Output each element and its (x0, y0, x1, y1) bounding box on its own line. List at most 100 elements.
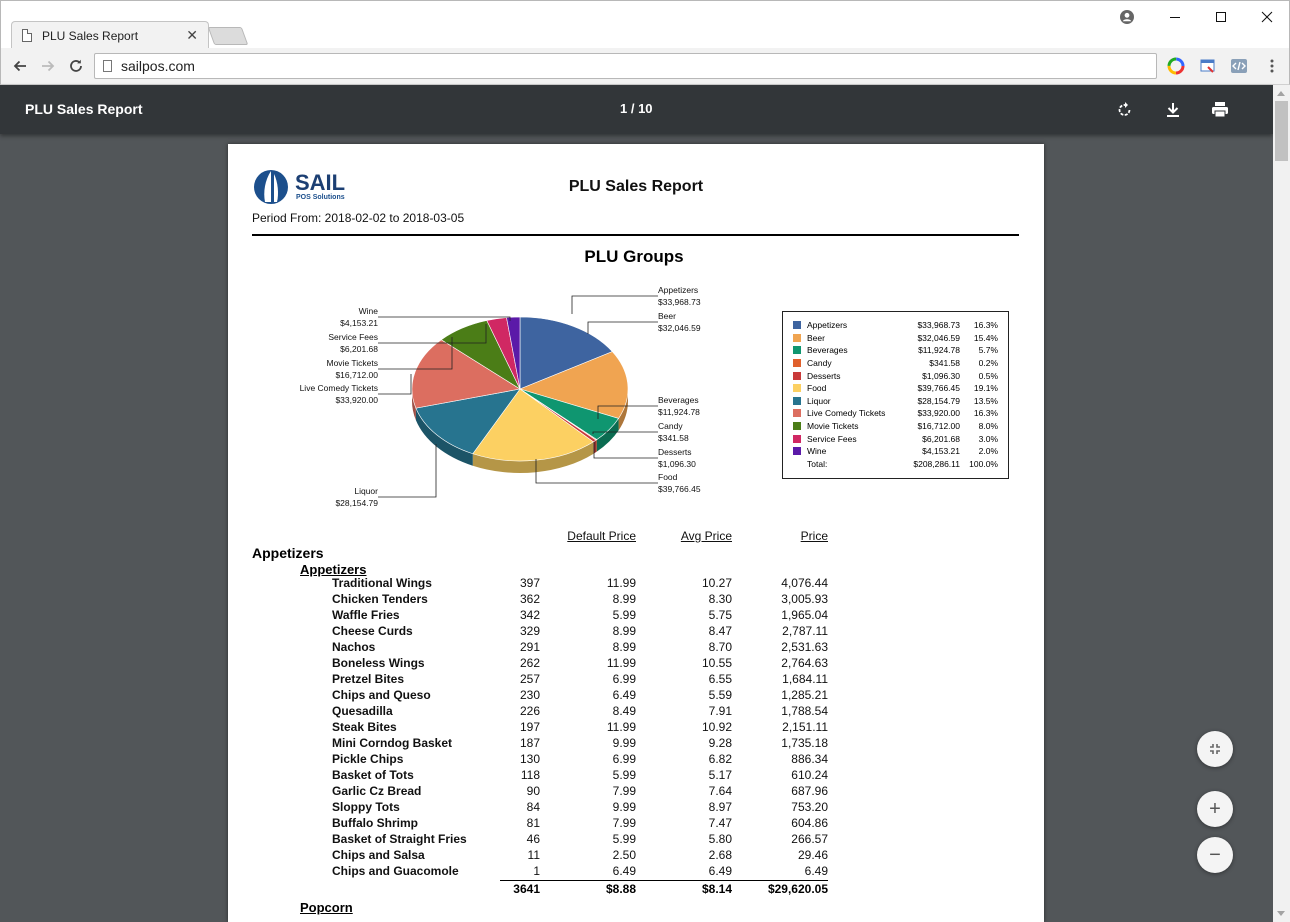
callout-name: Candy (658, 421, 683, 431)
code-extension-icon[interactable] (1230, 57, 1248, 75)
item-name: Chicken Tenders (332, 592, 428, 606)
callout-label-beer: Beer $32,046.59 (658, 310, 701, 334)
item-default-price: 11.99 (606, 656, 636, 670)
item-qty: 342 (519, 608, 540, 622)
minimize-icon[interactable] (1165, 7, 1185, 27)
back-arrow-icon[interactable] (9, 55, 31, 77)
subgroup-title: Appetizers (300, 562, 367, 577)
pdf-title: PLU Sales Report (25, 101, 143, 117)
legend-item: Live Comedy Tickets $33,920.00 16.3% (793, 407, 998, 420)
callout-label-desserts: Desserts $1,096.30 (658, 446, 696, 470)
total-avg-price: $8.14 (701, 882, 732, 896)
item-default-price: 7.99 (612, 816, 636, 830)
item-avg-price: 8.47 (708, 624, 732, 638)
table-row: Chips and Salsa 11 2.50 2.68 29.46 (228, 848, 1044, 864)
callout-value: $341.58 (658, 433, 689, 443)
item-price: 2,764.63 (781, 656, 828, 670)
item-avg-price: 8.70 (708, 640, 732, 654)
menu-kebab-icon[interactable] (1263, 57, 1281, 75)
legend-percent: 15.4% (973, 332, 998, 343)
item-default-price: 8.99 (612, 592, 636, 606)
callout-value: $39,766.45 (658, 484, 701, 494)
callout-label-appetizers: Appetizers $33,968.73 (658, 284, 701, 308)
item-default-price: 6.49 (612, 688, 636, 702)
page-indicator[interactable]: 1 / 10 (620, 101, 653, 116)
item-price: 886.34 (791, 752, 828, 766)
legend-amount: $33,920.00 (917, 408, 960, 419)
item-avg-price: 7.64 (708, 784, 732, 798)
rotate-icon[interactable] (1114, 99, 1136, 121)
item-price: 3,005.93 (781, 592, 828, 606)
item-name: Nachos (332, 640, 376, 654)
vertical-scrollbar[interactable] (1273, 85, 1290, 922)
item-price: 610.24 (791, 768, 828, 782)
maximize-icon[interactable] (1211, 7, 1231, 27)
close-icon[interactable] (1257, 7, 1277, 27)
item-name: Pretzel Bites (332, 672, 405, 686)
scroll-up-icon[interactable] (1277, 91, 1285, 96)
legend-swatch (793, 371, 801, 380)
browser-tab[interactable]: PLU Sales Report ✕ (11, 21, 209, 49)
item-name: Quesadilla (332, 704, 393, 718)
item-qty: 90 (526, 784, 540, 798)
callout-name: Desserts (658, 447, 692, 457)
new-tab-button[interactable] (207, 27, 249, 45)
item-avg-price: 5.59 (708, 688, 732, 702)
callout-name: Food (658, 472, 678, 482)
page-icon (22, 29, 32, 42)
item-price: 2,151.11 (782, 720, 828, 734)
item-avg-price: 5.17 (708, 768, 732, 782)
screenshot-extension-icon[interactable] (1199, 57, 1217, 75)
item-qty: 197 (519, 720, 540, 734)
item-default-price: 6.49 (612, 864, 636, 878)
item-qty: 262 (519, 656, 540, 670)
callout-name: Appetizers (658, 285, 699, 295)
callout-value: $1,096.30 (658, 459, 696, 469)
item-avg-price: 8.97 (708, 800, 732, 814)
reload-icon[interactable] (65, 55, 87, 77)
forward-arrow-icon[interactable] (37, 55, 59, 77)
item-avg-price: 10.27 (701, 576, 732, 590)
fit-page-icon[interactable] (1197, 731, 1233, 767)
tab-close-icon[interactable]: ✕ (186, 27, 198, 43)
address-bar[interactable]: sailpos.com (94, 53, 1157, 79)
color-picker-extension-icon[interactable] (1167, 57, 1185, 75)
legend-swatch (793, 384, 801, 393)
item-price: 29.46 (797, 848, 828, 862)
item-default-price: 6.99 (612, 752, 636, 766)
scrollbar-thumb[interactable] (1275, 101, 1288, 161)
header-avg-price: Avg Price (680, 529, 732, 543)
scroll-down-icon[interactable] (1277, 911, 1285, 916)
item-name: Garlic Cz Bread (332, 784, 422, 798)
item-name: Buffalo Shrimp (332, 816, 418, 830)
print-icon[interactable] (1209, 99, 1231, 121)
header-default-price: Default Price (567, 529, 636, 543)
legend-name: Liquor (807, 395, 831, 406)
page-info-icon[interactable] (103, 60, 112, 72)
legend-item: Liquor $28,154.79 13.5% (793, 395, 998, 408)
legend-swatch (793, 447, 801, 456)
download-icon[interactable] (1162, 99, 1184, 121)
account-icon[interactable] (1117, 7, 1137, 27)
callout-label-live-comedy-tickets: Live Comedy Tickets $33,920.00 (300, 382, 378, 406)
item-price: 6.49 (804, 864, 828, 878)
legend-item: Desserts $1,096.30 0.5% (793, 369, 998, 382)
item-price: 1,965.04 (781, 608, 828, 622)
table-row: Traditional Wings 397 11.99 10.27 4,076.44 (228, 576, 1044, 592)
item-default-price: 8.49 (612, 704, 636, 718)
zoom-out-button[interactable]: − (1197, 837, 1233, 873)
item-name: Basket of Straight Fries (332, 832, 467, 846)
legend-amount: $341.58 (929, 358, 960, 369)
item-qty: 130 (519, 752, 540, 766)
pdf-page: SAIL POS Solutions PLU Sales Report Peri… (228, 144, 1044, 922)
pie-side-live-comedy-tickets (412, 389, 416, 421)
item-avg-price: 9.28 (708, 736, 732, 750)
item-avg-price: 10.55 (701, 656, 732, 670)
legend-name: Beverages (807, 345, 848, 356)
pie-slice-liquor (415, 388, 521, 455)
item-price: 1,684.11 (782, 672, 828, 686)
zoom-in-button[interactable]: + (1197, 791, 1233, 827)
legend-swatch (793, 359, 801, 368)
table-row: Pretzel Bites 257 6.99 6.55 1,684.11 (228, 672, 1044, 688)
item-avg-price: 6.82 (708, 752, 732, 766)
